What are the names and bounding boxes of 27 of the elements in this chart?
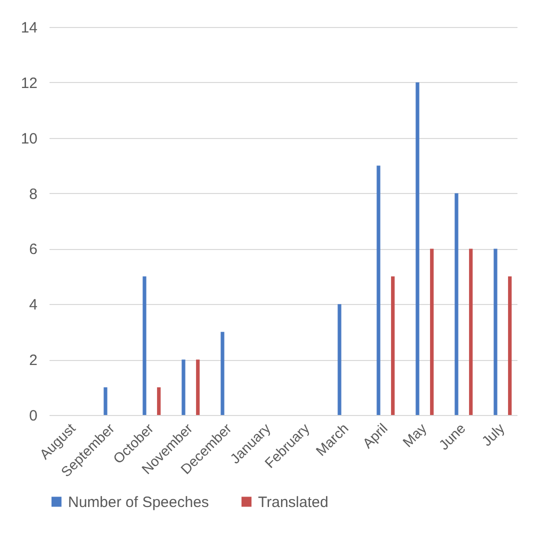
bar	[494, 248, 498, 415]
bar	[220, 332, 224, 415]
bar	[430, 248, 434, 415]
bar	[454, 193, 458, 415]
bar	[182, 360, 186, 415]
y-tick-label: 6	[29, 241, 38, 258]
bar	[338, 304, 342, 415]
y-tick-label: 12	[20, 74, 38, 92]
y-tick-label: 10	[20, 130, 38, 148]
y-tick-label: 8	[29, 186, 38, 203]
y-tick-label: 2	[29, 352, 38, 370]
bar	[104, 387, 108, 415]
x-tick-label: May	[399, 420, 430, 450]
legend-label: Number of Speeches	[68, 494, 209, 511]
bar	[376, 166, 380, 415]
bar	[142, 276, 146, 415]
legend-label: Translated	[258, 494, 328, 511]
y-tick-label: 0	[29, 408, 38, 424]
y-tick-label: 14	[20, 20, 38, 36]
bar	[416, 82, 420, 415]
bar	[196, 360, 200, 415]
bar	[157, 387, 161, 415]
y-tick-label: 4	[29, 296, 38, 314]
x-tick-label: July	[478, 420, 508, 450]
bar	[508, 276, 512, 415]
bar	[391, 276, 395, 415]
bar	[469, 248, 473, 415]
